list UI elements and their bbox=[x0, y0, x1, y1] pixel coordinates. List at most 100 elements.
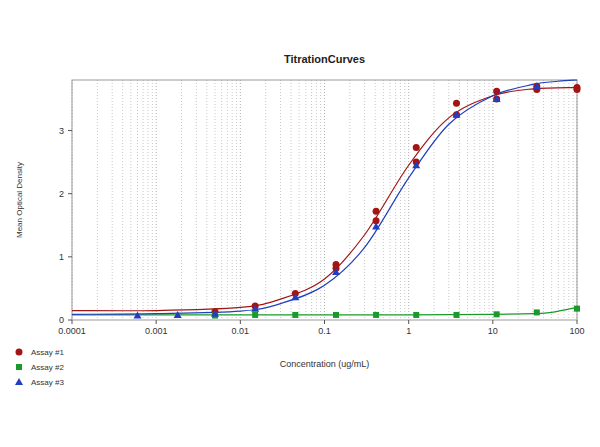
data-point bbox=[453, 312, 459, 318]
y-tick-label: 3 bbox=[59, 126, 64, 136]
minor-grid bbox=[221, 80, 222, 320]
fit-curve bbox=[72, 80, 577, 314]
minor-grid bbox=[320, 80, 321, 320]
minor-grid bbox=[467, 80, 468, 320]
title: TitrationCurves bbox=[284, 53, 365, 65]
data-point bbox=[453, 100, 460, 107]
data-point bbox=[412, 161, 420, 168]
grid-line bbox=[156, 80, 157, 320]
x-tick-label: 0.1 bbox=[318, 326, 331, 336]
y-tick bbox=[68, 193, 72, 194]
data-point bbox=[291, 293, 299, 300]
x-tick bbox=[156, 320, 157, 324]
minor-grid bbox=[568, 80, 569, 320]
grid-line bbox=[408, 80, 409, 320]
minor-grid bbox=[518, 80, 519, 320]
data-point bbox=[372, 223, 380, 230]
x-tick bbox=[72, 320, 73, 324]
minor-grid bbox=[488, 80, 489, 320]
minor-grid bbox=[349, 80, 350, 320]
data-point bbox=[574, 306, 580, 312]
fit-curve bbox=[72, 88, 577, 311]
y-tick bbox=[68, 130, 72, 131]
plot-marks bbox=[72, 80, 581, 319]
data-point bbox=[452, 111, 460, 118]
legend-label: Assay #3 bbox=[31, 378, 64, 387]
minor-grid bbox=[543, 80, 544, 320]
legend-label: Assay #1 bbox=[31, 348, 64, 357]
minor-grid bbox=[148, 80, 149, 320]
minor-grid bbox=[299, 80, 300, 320]
minor-grid bbox=[383, 80, 384, 320]
grid-line bbox=[324, 80, 325, 320]
legend-marker bbox=[15, 378, 23, 385]
data-point bbox=[373, 312, 379, 318]
plot-frame bbox=[72, 80, 577, 320]
data-point bbox=[534, 309, 540, 315]
minor-grid bbox=[137, 80, 138, 320]
x-tick bbox=[577, 320, 578, 324]
minor-grid bbox=[484, 80, 485, 320]
minor-grid bbox=[181, 80, 182, 320]
minor-grid bbox=[291, 80, 292, 320]
minor-grid bbox=[152, 80, 153, 320]
legend-marker bbox=[16, 364, 22, 370]
minor-grid bbox=[404, 80, 405, 320]
data-point bbox=[332, 268, 340, 275]
data-point bbox=[174, 311, 182, 318]
x-tick-label: 10 bbox=[488, 326, 498, 336]
legend: Assay #1 Assay #2 Assay #3 bbox=[15, 348, 64, 387]
minor-grid bbox=[532, 80, 533, 320]
minor-grid bbox=[375, 80, 376, 320]
minor-grid bbox=[265, 80, 266, 320]
minor-grid bbox=[479, 80, 480, 320]
grid-line bbox=[492, 80, 493, 320]
legend-label: Assay #2 bbox=[31, 363, 64, 372]
minor-grid bbox=[558, 80, 559, 320]
minor-grid bbox=[143, 80, 144, 320]
x-tick-label: 0.01 bbox=[232, 326, 250, 336]
data-point bbox=[494, 311, 500, 317]
data-point bbox=[574, 86, 581, 93]
grid-line bbox=[240, 80, 241, 320]
y-tick bbox=[68, 256, 72, 257]
legend-marker bbox=[16, 349, 23, 356]
minor-grid bbox=[364, 80, 365, 320]
data-point bbox=[413, 312, 419, 318]
minor-grid bbox=[434, 80, 435, 320]
x-tick bbox=[492, 320, 493, 324]
x-tick bbox=[324, 320, 325, 324]
x-tick bbox=[240, 320, 241, 324]
x-tick-label: 1 bbox=[406, 326, 411, 336]
minor-grid bbox=[227, 80, 228, 320]
minor-grid bbox=[214, 80, 215, 320]
minor-grid bbox=[280, 80, 281, 320]
x-tick-label: 0.0001 bbox=[58, 326, 86, 336]
minor-grid bbox=[236, 80, 237, 320]
minor-grid bbox=[448, 80, 449, 320]
minor-grid bbox=[97, 80, 98, 320]
x-axis-label: Concentration (ug/mL) bbox=[280, 359, 370, 369]
chart: TitrationCurves0.00010.0010.010.11101000… bbox=[0, 0, 600, 447]
minor-grid bbox=[232, 80, 233, 320]
x-tick bbox=[408, 320, 409, 324]
data-point bbox=[333, 312, 339, 318]
data-point bbox=[453, 111, 460, 118]
x-tick-label: 100 bbox=[569, 326, 584, 336]
minor-grid bbox=[474, 80, 475, 320]
data-point bbox=[493, 88, 500, 95]
minor-grid bbox=[122, 80, 123, 320]
minor-grid bbox=[311, 80, 312, 320]
data-point bbox=[493, 95, 501, 102]
x-tick-label: 0.001 bbox=[145, 326, 168, 336]
minor-grid bbox=[389, 80, 390, 320]
data-point bbox=[413, 144, 420, 151]
minor-grid bbox=[196, 80, 197, 320]
data-point bbox=[292, 312, 298, 318]
y-axis-label: Mean Optical Density bbox=[15, 162, 24, 238]
y-tick-label: 1 bbox=[59, 252, 64, 262]
y-tick-label: 2 bbox=[59, 189, 64, 199]
minor-grid bbox=[551, 80, 552, 320]
data-point bbox=[251, 305, 259, 312]
minor-grid bbox=[112, 80, 113, 320]
